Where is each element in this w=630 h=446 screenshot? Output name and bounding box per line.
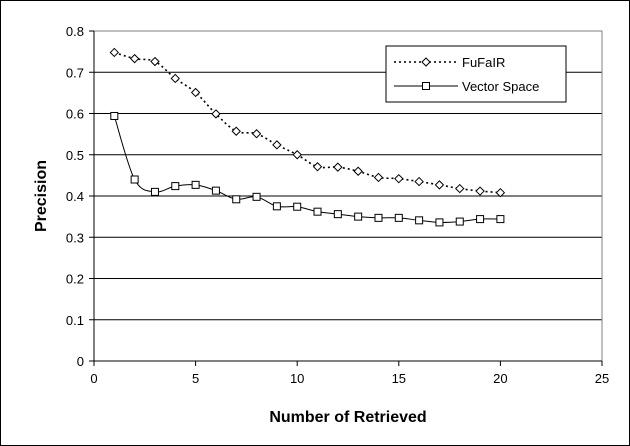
diamond-marker bbox=[333, 162, 343, 172]
diamond-marker bbox=[150, 56, 160, 67]
x-tick-label: 20 bbox=[493, 371, 507, 386]
square-marker bbox=[110, 111, 119, 120]
y-axis-title: Precision bbox=[33, 160, 50, 232]
legend-label: Vector Space bbox=[462, 79, 539, 94]
square-marker bbox=[150, 187, 159, 196]
series-0 bbox=[109, 47, 506, 198]
square-marker bbox=[232, 195, 241, 204]
legend-box bbox=[385, 45, 567, 103]
y-tick-label: 0.4 bbox=[66, 189, 84, 204]
diamond-marker bbox=[353, 166, 363, 176]
series bbox=[109, 47, 506, 227]
square-marker bbox=[171, 182, 180, 191]
diamond-marker bbox=[231, 126, 241, 136]
y-tick-label: 0.6 bbox=[66, 107, 84, 122]
square-marker bbox=[476, 215, 485, 224]
diamond-marker bbox=[414, 176, 424, 187]
diamond-marker bbox=[129, 53, 140, 64]
square-marker bbox=[211, 186, 220, 195]
square-marker bbox=[293, 202, 302, 211]
diamond-marker bbox=[475, 186, 485, 196]
legend-marker bbox=[422, 82, 430, 90]
y-tick-label: 0.3 bbox=[66, 230, 84, 245]
legend: FuFaIR Vector Space bbox=[385, 45, 567, 103]
legend-label: FuFaIR bbox=[462, 55, 505, 70]
diamond-marker bbox=[251, 129, 262, 139]
square-marker bbox=[496, 215, 505, 224]
diamond-marker bbox=[455, 183, 465, 194]
series-1 bbox=[110, 111, 505, 227]
diamond-marker bbox=[394, 173, 404, 184]
square-marker bbox=[272, 202, 281, 211]
square-marker bbox=[333, 210, 342, 219]
x-tick-label: 15 bbox=[392, 371, 406, 386]
square-marker bbox=[374, 213, 383, 222]
y-tick-label: 0.2 bbox=[66, 272, 84, 287]
square-marker bbox=[354, 212, 363, 221]
y-tick-label: 0.7 bbox=[66, 65, 84, 80]
diamond-marker bbox=[190, 87, 201, 98]
diamond-marker bbox=[211, 109, 221, 119]
square-marker bbox=[313, 207, 322, 216]
square-marker bbox=[394, 213, 403, 222]
square-marker bbox=[455, 217, 464, 226]
y-tick-label: 0.8 bbox=[66, 24, 84, 39]
diamond-marker bbox=[272, 140, 282, 150]
square-marker bbox=[252, 192, 261, 201]
square-marker bbox=[415, 216, 424, 225]
legend-marker bbox=[421, 57, 431, 67]
x-tick-label: 10 bbox=[290, 371, 304, 386]
y-tick-label: 0.1 bbox=[66, 313, 84, 328]
x-axis-title: Number of Retrieved bbox=[269, 409, 426, 426]
x-tick-label: 0 bbox=[90, 371, 97, 386]
diamond-marker bbox=[292, 150, 302, 160]
diamond-marker bbox=[495, 187, 506, 198]
square-marker bbox=[130, 175, 139, 184]
y-tick-label: 0.5 bbox=[66, 148, 84, 163]
diamond-marker bbox=[170, 73, 180, 84]
x-tick-label: 5 bbox=[192, 371, 199, 386]
square-marker bbox=[435, 218, 444, 227]
diamond-marker bbox=[312, 162, 323, 172]
diamond-marker bbox=[434, 180, 445, 190]
square-marker bbox=[191, 180, 200, 189]
axes: 0 0.1 0.2 0.3 0.4 0.5 0.6 0.7 0.8 0 5 10 15 20 25 bbox=[66, 24, 609, 386]
diamond-marker bbox=[373, 172, 384, 183]
y-tick-label: 0 bbox=[77, 354, 84, 369]
legend-item: Vector Space bbox=[394, 79, 539, 94]
diamond-marker bbox=[109, 47, 120, 58]
legend-item: FuFaIR bbox=[394, 55, 505, 70]
x-tick-label: 25 bbox=[595, 371, 609, 386]
